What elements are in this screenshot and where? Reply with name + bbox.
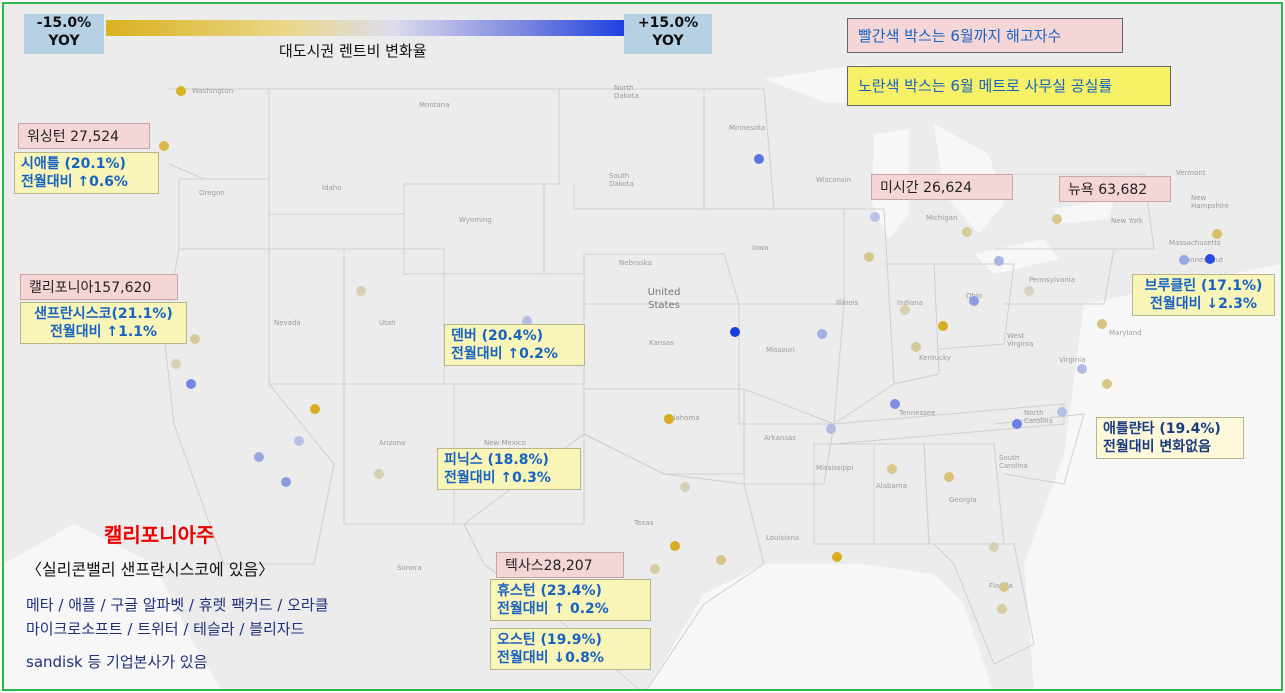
california-title: 캘리포니아주 (104, 523, 215, 547)
layoffs-california: 캘리포니아157,620 (20, 274, 178, 300)
vacancy-atlanta: 애틀랸타 (19.4%) 전월대비 변화없음 (1096, 417, 1244, 460)
vacancy-seattle-change: 전월대비 ↑0.6% (21, 174, 128, 191)
city-dot (969, 296, 979, 306)
vacancy-houston: 휴스턴 (23.4%) 전월대비 ↑ 0.2% (490, 579, 651, 622)
city-dot (754, 154, 764, 164)
city-dot (680, 482, 690, 492)
hq-line-1: 메타 / 애플 / 구글 알파벳 / 휴렛 팩커드 / 오라클 (26, 596, 329, 614)
city-dot (294, 436, 304, 446)
city-dot (938, 321, 948, 331)
city-dot (870, 212, 880, 222)
city-dot (716, 555, 726, 565)
city-dot (190, 334, 200, 344)
city-dot (374, 469, 384, 479)
vacancy-phoenix-rate: 피닉스 (18.8%) (444, 452, 549, 468)
vacancy-austin-change: 전월대비 ↓0.8% (497, 650, 604, 667)
city-dot (826, 424, 836, 434)
vacancy-atlanta-rate: 애틀랸타 (19.4%) (1103, 421, 1221, 437)
us-map (4, 4, 1281, 689)
city-dot (730, 327, 740, 337)
vacancy-phoenix: 피닉스 (18.8%) 전월대비 ↑0.3% (437, 448, 581, 491)
vacancy-houston-rate: 휴스턴 (23.4%) (497, 583, 602, 599)
legend-high-value: +15.0% (637, 15, 699, 31)
legend-low: -15.0% YOY (24, 14, 104, 54)
city-dot (310, 404, 320, 414)
city-dot (911, 342, 921, 352)
vacancy-brooklyn-rate: 브루클린 (17.1%) (1144, 278, 1263, 294)
city-dot (864, 252, 874, 262)
city-dot (817, 329, 827, 339)
city-dot (944, 472, 954, 482)
city-dot (962, 227, 972, 237)
city-dot (1179, 255, 1189, 265)
layoffs-newyork: 뉴욕 63,682 (1059, 176, 1171, 202)
city-dot (1052, 214, 1062, 224)
legend-low-value: -15.0% (36, 15, 92, 31)
vacancy-austin: 오스틴 (19.9%) 전월대비 ↓0.8% (490, 628, 651, 671)
city-dot (887, 464, 897, 474)
city-dot (176, 86, 186, 96)
vacancy-atlanta-change: 전월대비 변화없음 (1103, 439, 1211, 456)
vacancy-phoenix-change: 전월대비 ↑0.3% (444, 470, 551, 487)
california-subtitle: 〈실리콘밸리 샌프란시스코에 있음〉 (26, 560, 275, 579)
city-dot (1212, 229, 1222, 239)
city-dot (1205, 254, 1215, 264)
legend-gradient (106, 20, 628, 36)
vacancy-sf: 샌프란시스코(21.1%) 전월대비 ↑1.1% (20, 302, 187, 345)
city-dot (664, 414, 674, 424)
vacancy-denver-rate: 덴버 (20.4%) (451, 328, 544, 344)
yellow-note: 노란색 박스는 6월 메트로 사무실 공실률 (847, 66, 1171, 106)
hq-line-3: sandisk 등 기업본사가 있음 (26, 653, 208, 671)
city-dot (1077, 364, 1087, 374)
city-dot (900, 305, 910, 315)
city-dot (281, 477, 291, 487)
layoffs-texas: 텍사스28,207 (496, 552, 624, 578)
city-dot (994, 256, 1004, 266)
vacancy-denver-change: 전월대비 ↑0.2% (451, 346, 558, 363)
city-dot (670, 541, 680, 551)
country-label: United States (647, 287, 681, 311)
city-dot (522, 316, 532, 326)
vacancy-brooklyn-change: 전월대비 ↓2.3% (1150, 296, 1257, 313)
city-dot (186, 379, 196, 389)
city-dot (254, 452, 264, 462)
city-dot (1102, 379, 1112, 389)
vacancy-houston-change: 전월대비 ↑ 0.2% (497, 601, 609, 618)
city-dot (356, 286, 366, 296)
vacancy-sf-change: 전월대비 ↑1.1% (50, 324, 157, 341)
city-dot (1012, 419, 1022, 429)
vacancy-seattle: 시애틀 (20.1%) 전월대비 ↑0.6% (14, 152, 159, 195)
red-note: 빨간색 박스는 6월까지 해고자수 (847, 18, 1123, 53)
legend-title: 대도시권 렌트비 변화율 (279, 42, 427, 60)
city-dot (989, 542, 999, 552)
legend-high: +15.0% YOY (624, 14, 712, 54)
city-dot (832, 552, 842, 562)
vacancy-seattle-rate: 시애틀 (20.1%) (21, 156, 126, 172)
city-dot (997, 604, 1007, 614)
city-dot (171, 359, 181, 369)
city-dot (159, 141, 169, 151)
vacancy-sf-rate: 샌프란시스코(21.1%) (34, 306, 173, 322)
city-dot (999, 582, 1009, 592)
layoffs-michigan: 미시간 26,624 (871, 174, 1013, 200)
layoffs-washington: 워싱턴 27,524 (18, 123, 150, 149)
city-dot (650, 564, 660, 574)
vacancy-austin-rate: 오스틴 (19.9%) (497, 632, 602, 648)
legend-low-unit: YOY (48, 33, 80, 49)
city-dot (1024, 286, 1034, 296)
city-dot (1057, 407, 1067, 417)
legend-high-unit: YOY (652, 33, 684, 49)
hq-line-2: 마이크로소프트 / 트위터 / 테슬라 / 블리자드 (26, 620, 305, 638)
vacancy-denver: 덴버 (20.4%) 전월대비 ↑0.2% (444, 324, 585, 367)
vacancy-brooklyn: 브루클린 (17.1%) 전월대비 ↓2.3% (1132, 274, 1275, 317)
city-dot (1097, 319, 1107, 329)
city-dot (890, 399, 900, 409)
